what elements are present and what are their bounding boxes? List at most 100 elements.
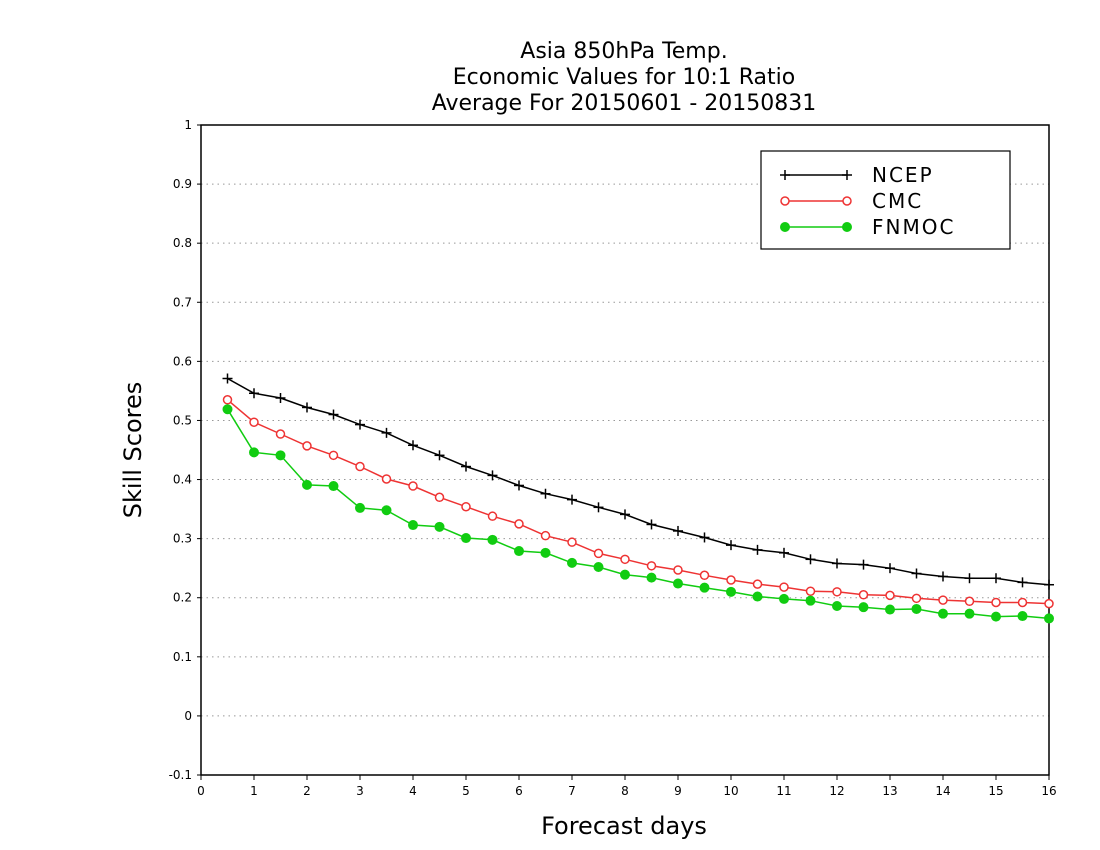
data-point-cmc (593, 548, 604, 559)
data-point-fnmoc (673, 578, 683, 589)
data-point-ncep (408, 440, 418, 451)
data-point-cmc (620, 554, 630, 565)
y-tick-label: 0.3 (173, 532, 192, 546)
data-point-ncep (355, 419, 365, 430)
data-point-cmc (1017, 597, 1028, 608)
series-cmc (222, 395, 1054, 609)
data-point-ncep (567, 494, 577, 505)
data-point-ncep (249, 388, 259, 399)
title-line-1: Asia 850hPa Temp. (520, 39, 727, 64)
data-point-cmc (249, 417, 259, 427)
legend-marker-ncep (842, 170, 852, 180)
series-fnmoc (222, 404, 1054, 624)
data-point-fnmoc (646, 572, 657, 583)
data-point-ncep (699, 532, 710, 543)
data-point-cmc (752, 579, 763, 589)
data-point-fnmoc (858, 602, 869, 613)
data-point-cmc (646, 561, 657, 571)
x-tick-label: 3 (356, 784, 364, 798)
data-point-ncep (461, 461, 471, 472)
data-point-cmc (487, 511, 498, 521)
data-point-fnmoc (567, 557, 577, 568)
data-point-fnmoc (514, 546, 524, 557)
x-tick-label: 10 (723, 784, 738, 798)
data-point-ncep (434, 450, 445, 461)
data-point-cmc (885, 590, 895, 601)
data-point-ncep (779, 547, 789, 558)
data-point-cmc (434, 492, 445, 503)
data-point-ncep (1017, 577, 1028, 588)
data-point-ncep (752, 544, 763, 555)
legend-item-ncep: NCEP (780, 163, 934, 187)
data-point-fnmoc (222, 404, 233, 415)
series-line-cmc (227, 399, 1050, 605)
data-point-ncep (487, 470, 498, 481)
series-layer (222, 373, 1054, 624)
data-point-fnmoc (964, 608, 975, 619)
data-point-cmc (832, 587, 842, 597)
data-point-cmc (938, 595, 948, 605)
data-point-ncep (673, 525, 683, 536)
legend-box (760, 150, 1011, 250)
x-axis-title: Forecast days (541, 812, 707, 840)
data-point-fnmoc (593, 562, 604, 572)
data-point-fnmoc (620, 569, 630, 580)
y-tick-label: -0.1 (169, 768, 192, 782)
chart-title: Asia 850hPa Temp. Economic Values for 10… (432, 39, 817, 116)
data-point-ncep (222, 373, 233, 384)
x-tick-label: 12 (829, 784, 844, 798)
data-point-fnmoc (275, 450, 286, 461)
data-point-cmc (964, 596, 975, 607)
x-tick-label: 11 (776, 784, 791, 798)
x-tick-label: 16 (1041, 784, 1056, 798)
x-axis-ticks: 0 1 2 3 4 5 6 7 8 9 10 11 12 13 14 15 16 (197, 775, 1057, 798)
data-point-cmc (911, 593, 922, 604)
data-point-fnmoc (699, 582, 710, 593)
data-point-ncep (858, 559, 869, 570)
y-tick-label: 0 (184, 709, 192, 723)
y-tick-label: 0.1 (173, 650, 192, 664)
title-line-3: Average For 20150601 - 20150831 (432, 91, 817, 116)
data-point-ncep (832, 558, 842, 569)
series-line-ncep (227, 377, 1050, 586)
legend-item-cmc: CMC (780, 189, 921, 213)
y-tick-label: 0.4 (173, 473, 192, 487)
data-point-ncep (381, 427, 392, 438)
y-tick-label: 0.8 (173, 236, 192, 250)
data-point-ncep (911, 568, 922, 579)
x-tick-label: 8 (621, 784, 629, 798)
legend-item-fnmoc: FNMOC (780, 215, 955, 239)
data-point-ncep (620, 509, 630, 520)
data-point-fnmoc (726, 586, 736, 597)
y-tick-label: 0.6 (173, 354, 192, 368)
data-point-fnmoc (302, 479, 312, 490)
legend-marker-fnmoc (780, 222, 790, 232)
legend-marker-cmc (780, 196, 790, 206)
data-point-cmc (567, 537, 577, 547)
data-point-cmc (514, 519, 524, 529)
legend-label-ncep: NCEP (872, 163, 934, 187)
legend-label-fnmoc: FNMOC (872, 215, 955, 239)
data-point-cmc (1044, 598, 1054, 609)
data-point-fnmoc (328, 481, 339, 492)
x-tick-label: 14 (935, 784, 950, 798)
data-point-cmc (991, 597, 1001, 608)
data-point-fnmoc (487, 534, 498, 545)
data-point-cmc (673, 565, 683, 575)
data-point-cmc (355, 461, 365, 472)
x-tick-label: 13 (882, 784, 897, 798)
y-tick-label: 1 (184, 118, 192, 132)
data-point-fnmoc (1017, 611, 1028, 622)
x-tick-label: 0 (197, 784, 205, 798)
data-point-fnmoc (832, 601, 842, 611)
data-point-ncep (885, 563, 895, 574)
data-point-ncep (328, 409, 339, 420)
data-point-fnmoc (991, 611, 1001, 622)
data-point-cmc (328, 450, 339, 461)
x-tick-label: 9 (674, 784, 682, 798)
data-point-fnmoc (381, 505, 392, 516)
data-point-cmc (302, 441, 312, 451)
data-point-ncep (275, 393, 286, 403)
data-point-cmc (408, 481, 418, 491)
